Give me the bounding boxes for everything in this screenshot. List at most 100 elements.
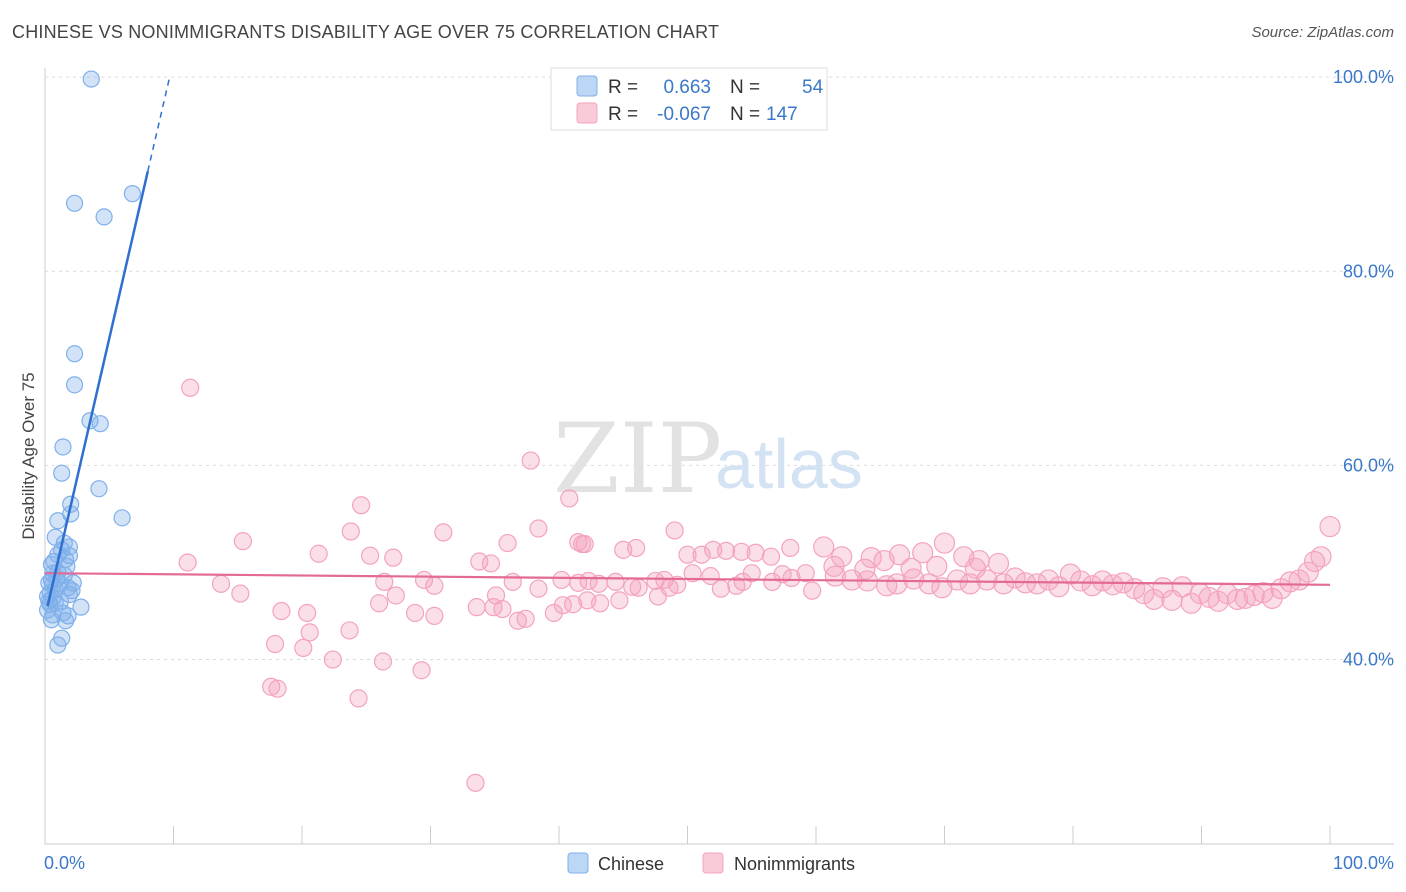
nonimmigrants-point-22 (678, 545, 697, 564)
nonimmigrants-point-104 (1070, 570, 1092, 592)
nonimmigrants-point-137 (425, 606, 444, 625)
x-tick-label-min: 0.0% (44, 853, 85, 873)
nonimmigrants-point-1 (521, 451, 540, 470)
nonimmigrants-point-143 (412, 661, 431, 680)
nonimmigrants-point-34 (933, 532, 956, 554)
legend-box: R = 0.663 N = 54 R = -0.067 N = 147 (550, 67, 828, 131)
nonimmigrants-point-94 (946, 569, 968, 591)
nonimmigrants-point-147 (466, 773, 485, 792)
watermark: ZIP atlas (553, 403, 863, 515)
chinese-point-48 (59, 607, 77, 625)
nonimmigrants-point-120 (1226, 588, 1249, 610)
legend-swatch-nonimmigrants (576, 102, 598, 124)
legend-n-label-chinese: N = (730, 77, 760, 98)
y-axis-label: Disability Age Over 75 (19, 372, 38, 539)
nonimmigrants-point-64 (375, 572, 394, 592)
nonimmigrants-point-82 (733, 572, 752, 592)
nonimmigrants-point-20 (704, 540, 723, 559)
nonimmigrants-point-68 (467, 598, 486, 617)
chinese-point-38 (60, 585, 79, 604)
nonimmigrants-point-48 (683, 564, 702, 583)
chinese-point-1 (65, 194, 84, 212)
nonimmigrants-point-16 (575, 534, 594, 554)
nonimmigrants-point-83 (763, 572, 782, 592)
nonimmigrants-point-55 (589, 574, 608, 593)
nonimmigrants-point-4 (529, 519, 548, 538)
nonimmigrants-point-3 (352, 496, 371, 515)
nonimmigrants-point-43 (796, 564, 815, 583)
nonimmigrants-point-131 (1319, 515, 1341, 538)
chinese-point-52 (49, 636, 67, 654)
legend-n-value-chinese: 54 (802, 77, 824, 98)
nonimmigrants-point-24 (732, 542, 751, 561)
nonimmigrants-point-111 (1143, 588, 1165, 610)
chart-title: CHINESE VS NONIMMIGRANTS DISABILITY AGE … (12, 22, 720, 42)
nonimmigrants-point-130 (1310, 546, 1332, 568)
nonimmigrants-point-63 (425, 576, 444, 595)
nonimmigrants-point-146 (349, 689, 368, 708)
chinese-point-3 (123, 185, 141, 203)
bottom-legend-swatch-nonimmigrants (702, 852, 724, 874)
nonimmigrants-point-126 (1279, 571, 1301, 593)
nonimmigrants-point-148 (233, 532, 252, 551)
chinese-point-50 (56, 612, 75, 630)
nonimmigrants-point-134 (298, 603, 317, 623)
nonimmigrants-point-10 (361, 546, 380, 565)
trend-lines (44, 76, 1331, 607)
nonimmigrants-point-128 (1297, 561, 1319, 583)
x-tick-label-max: 100.0% (1333, 853, 1394, 873)
chinese-point-7 (91, 415, 109, 433)
nonimmigrants-point-19 (665, 521, 684, 540)
nonimmigrants-point-30 (860, 547, 882, 569)
chart-source: Source: ZipAtlas.com (1251, 24, 1394, 41)
chinese-trend-line (46, 171, 150, 607)
y-tick-label-0: 40.0% (1343, 650, 1394, 670)
nonimmigrants-point-80 (660, 578, 679, 597)
y-tick-label-2: 80.0% (1343, 261, 1394, 281)
nonimmigrants-point-18 (626, 538, 646, 558)
nonimmigrants-point-0 (181, 378, 200, 397)
nonimmigrants-point-25 (746, 543, 765, 562)
nonimmigrants-point-85 (803, 581, 822, 600)
bottom-legend: Chinese Nonimmigrants (567, 852, 855, 874)
chinese-point-10 (90, 480, 108, 498)
nonimmigrants-point-136 (340, 621, 359, 640)
legend-n-value-nonimmigrants: 147 (766, 104, 798, 125)
nonimmigrants-point-9 (178, 553, 197, 572)
nonimmigrants-point-11 (384, 548, 403, 567)
watermark-atlas: atlas (715, 425, 863, 503)
nonimmigrants-point-77 (591, 594, 610, 613)
bottom-legend-swatch-chinese (567, 852, 589, 874)
nonimmigrants-point-75 (564, 595, 583, 614)
nonimmigrants-point-60 (503, 572, 522, 592)
nonimmigrants-point-65 (386, 586, 405, 605)
y-tick-label-1: 60.0% (1343, 455, 1394, 475)
nonimmigrants-trend-line (44, 572, 1331, 586)
nonimmigrants-point-8 (309, 544, 328, 563)
nonimmigrants-point-96 (976, 569, 998, 591)
chinese-point-11 (113, 509, 131, 527)
nonimmigrants-point-37 (987, 552, 1010, 575)
nonimmigrants-point-133 (272, 601, 291, 621)
bottom-legend-label-chinese: Chinese (598, 854, 664, 874)
nonimmigrants-point-138 (265, 634, 285, 654)
nonimmigrants-point-144 (262, 677, 281, 696)
nonimmigrants-point-97 (993, 573, 1015, 595)
nonimmigrants-point-23 (716, 541, 736, 560)
nonimmigrants-point-59 (529, 579, 548, 598)
nonimmigrants-point-142 (211, 574, 231, 593)
nonimmigrants-point-54 (606, 572, 625, 592)
chinese-point-5 (65, 376, 84, 394)
watermark-zip: ZIP (553, 403, 722, 515)
nonimmigrants-point-6 (434, 523, 453, 542)
nonimmigrants-point-69 (484, 598, 503, 617)
nonimmigrants-point-84 (782, 568, 801, 588)
nonimmigrants-point-26 (761, 547, 781, 566)
nonimmigrants-point-32 (888, 544, 911, 566)
nonimmigrants-point-132 (231, 584, 250, 603)
chinese-trend-extension (147, 76, 171, 172)
chinese-point-44 (72, 598, 90, 616)
axes (44, 68, 1394, 845)
gridlines (45, 76, 1394, 661)
